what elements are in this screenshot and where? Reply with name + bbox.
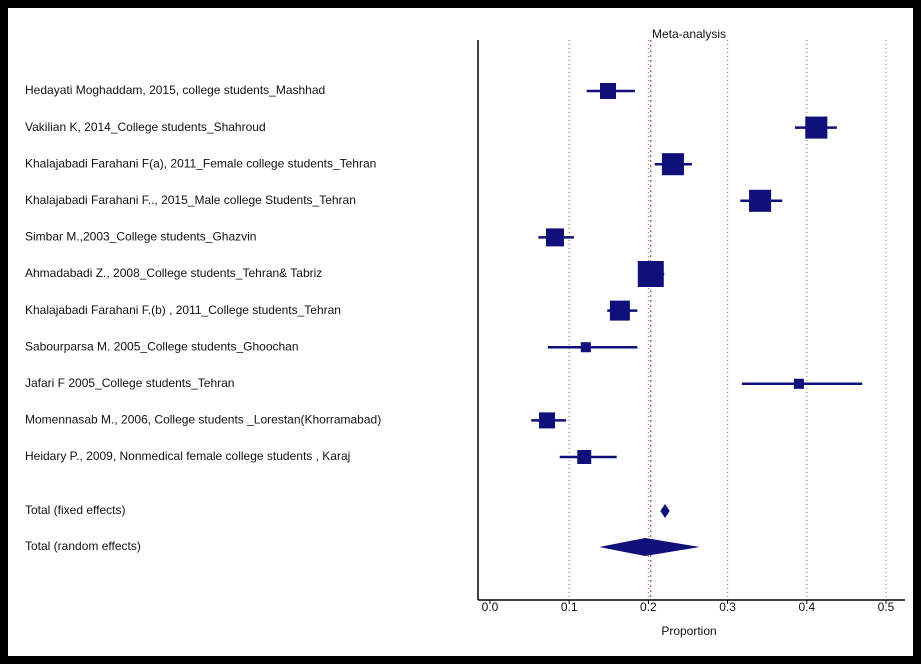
study-square xyxy=(637,261,664,287)
study-square xyxy=(577,449,592,465)
study-label: Khalajabadi Farahani F.., 2015_Male coll… xyxy=(25,193,356,207)
x-tick-label: 0.0 xyxy=(482,600,499,614)
study-square xyxy=(805,116,828,139)
study-label: Ahmadabadi Z., 2008_College students_Teh… xyxy=(25,266,322,280)
x-tick-label: 0.4 xyxy=(798,600,815,614)
x-axis-label: Proportion xyxy=(661,624,716,638)
study-square xyxy=(580,342,591,353)
x-tick-label: 0.3 xyxy=(719,600,736,614)
study-square xyxy=(599,82,617,100)
pooled-label: Total (random effects) xyxy=(25,539,141,553)
study-label: Vakilian K, 2014_College students_Shahro… xyxy=(25,120,266,134)
pooled-label: Total (fixed effects) xyxy=(25,503,126,517)
study-label: Sabourparsa M. 2005_College students_Gho… xyxy=(25,339,299,353)
study-label: Simbar M.,2003_College students_Ghazvin xyxy=(25,230,256,244)
x-tick-label: 0.5 xyxy=(878,600,895,614)
study-square xyxy=(609,300,630,321)
study-label: Heidary P., 2009, Nonmedical female coll… xyxy=(25,449,350,463)
pooled-diamond xyxy=(599,538,700,556)
x-tick-label: 0.1 xyxy=(561,600,578,614)
study-square xyxy=(545,228,564,247)
study-label: Khalajabadi Farahani F(a), 2011_Female c… xyxy=(25,156,376,170)
study-square xyxy=(539,412,556,429)
x-tick-label: 0.2 xyxy=(640,600,657,614)
study-label: Hedayati Moghaddam, 2015, college studen… xyxy=(25,83,325,97)
study-square xyxy=(793,378,804,389)
study-label: Momennasab M., 2006, College students _L… xyxy=(25,413,381,427)
study-label: Khalajabadi Farahani F.(b) , 2011_Colleg… xyxy=(25,303,341,317)
study-square xyxy=(661,153,684,176)
chart-title: Meta-analysis xyxy=(652,27,726,41)
study-label: Jafari F 2005_College students_Tehran xyxy=(25,376,234,390)
pooled-diamond xyxy=(660,504,670,518)
study-square xyxy=(749,189,772,212)
